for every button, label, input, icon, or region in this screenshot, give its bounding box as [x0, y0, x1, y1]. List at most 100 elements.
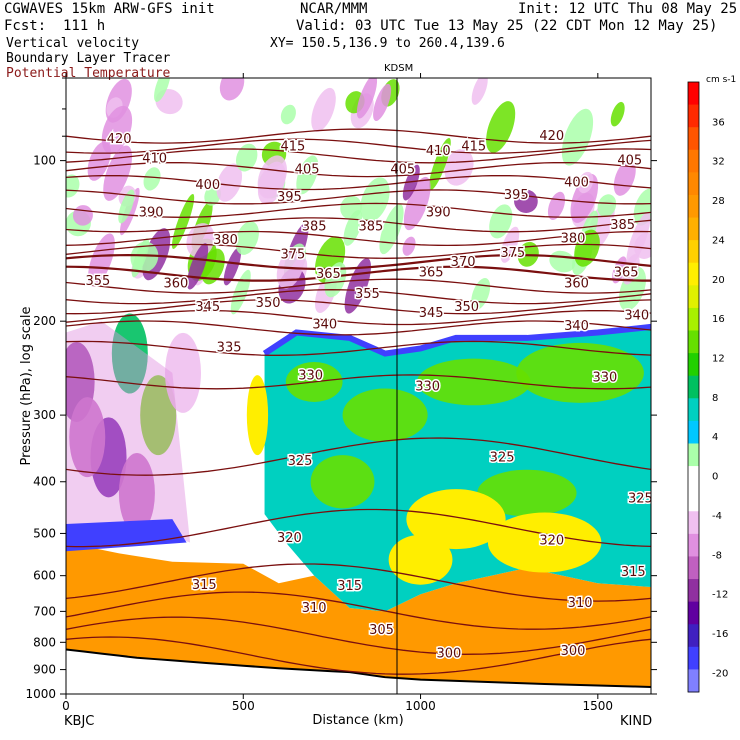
isentrope-320: [66, 508, 651, 548]
model-title: CGWAVES 15km ARW-GFS init: [4, 1, 215, 17]
colorbar-swatch: [688, 149, 699, 173]
wave-blob: [626, 212, 651, 267]
wave-blob: [340, 195, 362, 220]
isentrope-label-305: 305: [369, 623, 394, 638]
colorbar-tick-label: 28: [712, 196, 725, 207]
green-patch: [310, 455, 375, 509]
colorbar-tick-label: -16: [712, 629, 728, 640]
isentrope-410: [66, 148, 651, 164]
wave-blob: [610, 101, 625, 127]
colorbar-tick-label: 20: [712, 275, 725, 286]
isentrope-400: [66, 174, 651, 191]
isentrope-label-415: 415: [461, 139, 486, 154]
colorbar-swatch: [688, 127, 699, 151]
isentrope-label-390: 390: [139, 205, 164, 220]
shaded-field: [66, 78, 651, 694]
colorbar-swatch: [688, 646, 699, 670]
green-patch: [417, 358, 531, 406]
yellow-patch: [487, 512, 602, 573]
colorbar-tick-label: -12: [712, 590, 728, 601]
isentrope-label-350: 350: [256, 296, 281, 311]
valid-time: Valid: 03 UTC Tue 13 May 25 (22 CDT Mon …: [296, 18, 718, 34]
wave-blob: [613, 159, 636, 196]
isentrope-345: [66, 309, 651, 326]
isentrope-label-340: 340: [564, 319, 589, 334]
isentrope-label-420: 420: [107, 132, 132, 147]
field-potential-temperature: Potential Temperature: [6, 66, 171, 81]
green-patch: [342, 388, 428, 442]
isentrope-label-390: 390: [426, 205, 451, 220]
y-tick-label: 300: [33, 408, 56, 422]
colorbar: cm s-1 36 32 28 24 20 16 12 8 4 0 -4 -8 -12 -16 -20: [687, 75, 736, 693]
field-boundary-layer-tracer: Boundary Layer Tracer: [6, 51, 171, 66]
isentrope-label-340: 340: [312, 318, 337, 333]
isentrope-label-335: 335: [217, 340, 242, 355]
x-axis: 0 500 1000 1500: [62, 73, 613, 713]
isentrope-label-375: 375: [280, 248, 305, 263]
isentrope-310: [66, 591, 651, 630]
isentrope-390: [66, 202, 651, 218]
wave-blob: [360, 177, 390, 222]
isentrope-350: [66, 299, 651, 315]
west-blue-band: [66, 519, 187, 552]
isentrope-label-350: 350: [454, 300, 479, 315]
wave-blob: [223, 247, 242, 286]
isentrope-label-395: 395: [504, 188, 529, 203]
boundary-layer-shading: [66, 542, 651, 687]
isentrope-label-320: 320: [277, 531, 302, 546]
y-tick-label: 700: [33, 604, 56, 618]
wave-blob: [66, 174, 80, 198]
wave-blob: [143, 167, 161, 191]
wave-blob: [280, 104, 296, 125]
wave-blob: [311, 87, 336, 132]
isentrope-label-405: 405: [617, 154, 642, 169]
isentrope-label-315: 315: [192, 578, 217, 593]
isentrope-label-360: 360: [163, 277, 188, 292]
org-label: NCAR/MMM: [300, 1, 368, 17]
colorbar-swatch: [688, 511, 699, 535]
wave-blob: [633, 188, 651, 226]
y-tick-label: 1000: [25, 687, 56, 701]
colorbar-swatch: [688, 533, 699, 557]
wave-blob: [373, 83, 392, 122]
isentrope-label-340: 340: [624, 308, 649, 323]
green-patch: [477, 469, 577, 517]
isentrope-label-355: 355: [85, 274, 110, 289]
isentrope-355: [66, 289, 651, 305]
colorbar-tick-label: 8: [712, 393, 718, 404]
colorbar-tick-label: -8: [712, 550, 722, 561]
wave-blob: [87, 141, 111, 181]
west-wave-patch: [140, 375, 177, 456]
terrain-line: [66, 648, 651, 688]
isentrope-420: [66, 128, 651, 144]
west-wave-patch: [118, 453, 155, 534]
isentrope-335: [66, 340, 651, 356]
isentrope-label-330: 330: [592, 370, 617, 385]
isentrope-label-375: 375: [500, 246, 525, 261]
isentrope-395: [66, 189, 651, 205]
y-tick-label: 800: [33, 635, 56, 649]
wave-blob: [88, 233, 115, 287]
isentrope-325: [66, 437, 651, 476]
isentrope-label-410: 410: [426, 144, 451, 159]
west-wave-patch: [69, 397, 106, 478]
isentrope-360: [66, 278, 651, 294]
colorbar-swatch: [688, 330, 699, 354]
isentrope-300: [66, 636, 651, 675]
y-tick-label: 200: [33, 314, 56, 328]
station-mid: KDSM: [384, 63, 414, 74]
wave-blob: [130, 241, 159, 273]
init-time: Init: 12 UTC Thu 08 May 25: [518, 1, 738, 17]
forecast-hour: Fcst: 111 h: [4, 18, 106, 34]
isentrope-label-325: 325: [288, 454, 313, 469]
colorbar-tick-label: 24: [712, 235, 725, 246]
colorbar-swatch: [688, 240, 699, 264]
plot-frame: [65, 77, 652, 695]
isentrope-label-310: 310: [302, 601, 327, 616]
isentrope-label-325: 325: [628, 491, 653, 506]
colorbar-tick-label: 4: [712, 432, 718, 443]
wave-blob: [597, 194, 617, 218]
wave-blob: [103, 145, 133, 201]
isentrope-label-310: 310: [568, 596, 593, 611]
